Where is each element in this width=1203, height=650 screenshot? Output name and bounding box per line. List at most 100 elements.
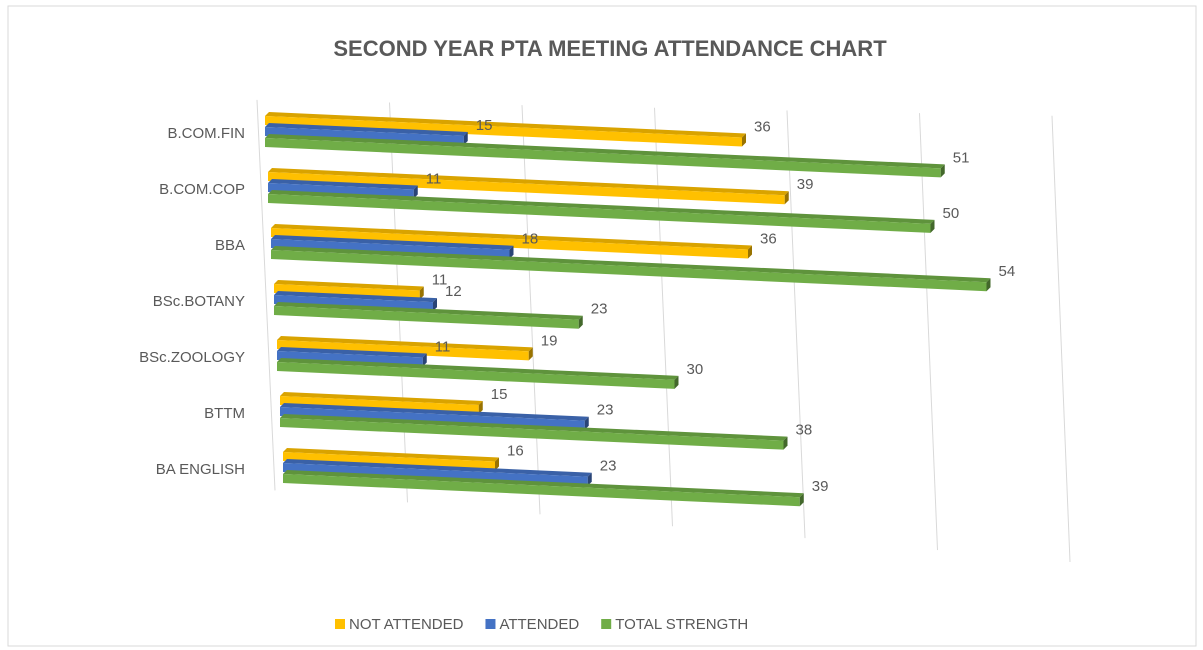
value-label: 36 xyxy=(754,118,771,135)
value-label: 39 xyxy=(812,478,829,495)
value-label: 54 xyxy=(999,263,1016,280)
bar-top xyxy=(280,403,589,421)
bar-end xyxy=(674,375,679,389)
value-label: 38 xyxy=(796,422,813,439)
bar-end xyxy=(509,245,514,259)
grid-line xyxy=(786,110,806,539)
bar-end xyxy=(528,347,533,361)
category-label: BTTM xyxy=(204,405,245,422)
bar-end xyxy=(783,436,788,450)
value-label: 36 xyxy=(760,230,777,247)
bar-top xyxy=(265,134,945,169)
grid-line xyxy=(919,113,938,551)
value-label: 11 xyxy=(432,272,448,289)
bar xyxy=(271,250,987,292)
value-label: 15 xyxy=(491,386,508,403)
bar-top xyxy=(268,168,789,196)
value-label: 11 xyxy=(426,171,442,188)
grid-line xyxy=(256,99,276,491)
bar-top xyxy=(277,347,427,358)
bar-top xyxy=(280,414,788,441)
value-label: 51 xyxy=(953,149,970,166)
value-label: 30 xyxy=(687,361,704,378)
value-label: 23 xyxy=(597,402,614,419)
bar-end xyxy=(742,133,746,147)
bar-top xyxy=(274,291,437,303)
legend-swatch xyxy=(601,619,612,629)
value-label: 18 xyxy=(522,231,539,248)
bar xyxy=(271,239,510,259)
bar-end xyxy=(930,219,935,233)
bar-end xyxy=(495,457,499,471)
category-label: BBA xyxy=(215,237,245,254)
bar xyxy=(277,351,423,367)
bar-end xyxy=(413,185,418,199)
bar-top xyxy=(271,235,514,250)
bar xyxy=(280,418,784,450)
bar xyxy=(283,474,800,507)
bar-end xyxy=(463,131,468,145)
bar-end xyxy=(578,315,583,329)
bar xyxy=(271,228,748,259)
value-label: 50 xyxy=(943,205,960,222)
bar xyxy=(274,284,420,300)
bar-top xyxy=(274,280,424,291)
category-label: BA ENGLISH xyxy=(156,461,245,478)
legend-swatch xyxy=(485,619,496,629)
bar-top xyxy=(277,358,679,380)
bar xyxy=(274,306,579,329)
value-label: 23 xyxy=(591,301,608,318)
category-label: B.COM.COP xyxy=(159,181,245,198)
value-label: 16 xyxy=(507,443,524,460)
bar-top xyxy=(280,392,483,405)
value-label: 39 xyxy=(797,176,814,193)
bar xyxy=(265,127,464,145)
bar-end xyxy=(748,245,752,259)
bar-top xyxy=(283,448,499,462)
bar-top xyxy=(265,123,468,136)
bar-top xyxy=(274,302,583,320)
bar-end xyxy=(940,164,945,178)
bar-end xyxy=(433,298,437,312)
grid-line xyxy=(1051,115,1071,563)
bar-end xyxy=(419,286,424,300)
bar-top xyxy=(268,190,935,224)
bar xyxy=(277,340,529,361)
bar xyxy=(283,452,495,471)
bar-end xyxy=(799,493,804,507)
value-label: 19 xyxy=(541,332,558,349)
value-label: 15 xyxy=(476,117,493,134)
bar xyxy=(280,396,479,414)
bar-end xyxy=(587,472,592,486)
value-label: 11 xyxy=(435,339,451,356)
bar-top xyxy=(271,246,991,283)
bar-top xyxy=(265,112,746,138)
bar xyxy=(280,407,585,430)
chart-title: SECOND YEAR PTA MEETING ATTENDANCE CHART xyxy=(333,36,887,61)
grid-line xyxy=(521,105,541,515)
category-label: BSc.BOTANY xyxy=(153,293,245,310)
bar-end xyxy=(784,191,789,205)
bar-top xyxy=(283,470,804,498)
bar-end xyxy=(584,416,589,430)
bar xyxy=(265,138,941,178)
bar xyxy=(277,362,675,389)
value-label: 23 xyxy=(600,458,617,475)
bar-top xyxy=(283,459,592,477)
chart-border xyxy=(7,5,1197,647)
bar-end xyxy=(422,353,427,367)
value-label: 12 xyxy=(445,283,462,300)
bar-top xyxy=(271,224,752,250)
bar xyxy=(283,463,588,486)
legend-label: NOT ATTENDED xyxy=(349,616,464,633)
bar xyxy=(268,172,785,205)
legend-swatch xyxy=(335,619,345,629)
bar xyxy=(268,194,931,233)
bar xyxy=(274,295,433,312)
bar-end xyxy=(478,400,483,414)
bar xyxy=(265,116,742,147)
grid-line xyxy=(654,107,673,527)
category-label: B.COM.FIN xyxy=(168,125,246,142)
bar xyxy=(268,183,414,199)
